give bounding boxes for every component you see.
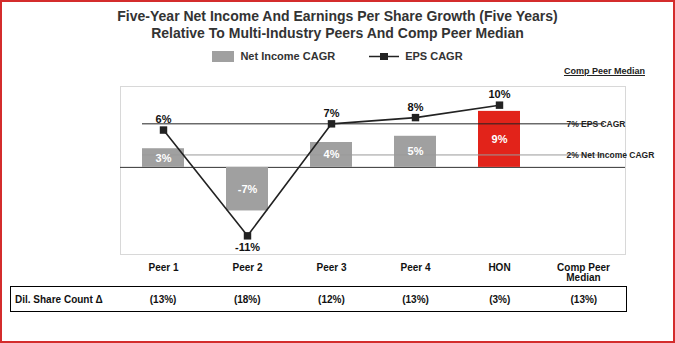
svg-text:10%: 10% bbox=[488, 88, 510, 100]
html-text:Net Income CAGR: Net Income CAGR bbox=[240, 50, 336, 62]
svg-text:2% Net Income CAGR: 2% Net Income CAGR bbox=[566, 150, 654, 160]
html-text:(13%): (13%) bbox=[570, 293, 598, 305]
svg-text:6%: 6% bbox=[156, 113, 172, 125]
html-text:(13%): (13%) bbox=[149, 293, 177, 305]
svg-text:5%: 5% bbox=[408, 145, 424, 157]
svg-text:7%: 7% bbox=[324, 107, 340, 119]
svg-text:4%: 4% bbox=[324, 148, 340, 160]
svg-text:-7%: -7% bbox=[238, 183, 258, 195]
svg-text:-11%: -11% bbox=[235, 241, 260, 253]
svg-text:9%: 9% bbox=[492, 133, 508, 145]
svg-text:3%: 3% bbox=[156, 152, 172, 164]
svg-text:Peer 2: Peer 2 bbox=[232, 262, 262, 273]
svg-text:Comp PeerMedian: Comp PeerMedian bbox=[557, 262, 610, 283]
html-text:EPS CAGR: EPS CAGR bbox=[405, 50, 463, 62]
svg-text:7% EPS CAGR: 7% EPS CAGR bbox=[566, 119, 625, 129]
html-text:Comp Peer Median: Comp Peer Median bbox=[564, 66, 645, 76]
html-text:(3%): (3%) bbox=[489, 293, 511, 305]
html-text:(18%): (18%) bbox=[233, 293, 261, 305]
html-text:(12%): (12%) bbox=[318, 293, 345, 305]
html-text:Relative To Multi-Industry Pee: Relative To Multi-Industry Peers And Com… bbox=[151, 25, 524, 41]
html-text:Dil. Share Count Δ: Dil. Share Count Δ bbox=[15, 293, 103, 305]
svg-text:8%: 8% bbox=[408, 101, 424, 113]
svg-text:Peer 4: Peer 4 bbox=[400, 262, 430, 273]
html-text:Five-Year Net Income And Earni: Five-Year Net Income And Earnings Per Sh… bbox=[117, 8, 558, 24]
html-text:(13%): (13%) bbox=[402, 293, 429, 305]
svg-text:Peer 1: Peer 1 bbox=[148, 262, 178, 273]
svg-text:Peer 3: Peer 3 bbox=[316, 262, 346, 273]
svg-text:HON: HON bbox=[488, 262, 510, 273]
